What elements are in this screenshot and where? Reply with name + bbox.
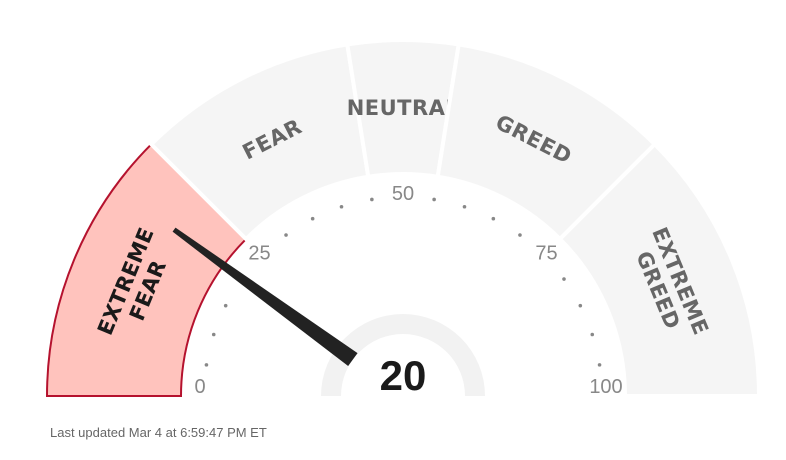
tick-dot <box>562 277 566 281</box>
last-updated-text: Last updated Mar 4 at 6:59:47 PM ET <box>50 425 267 440</box>
tick-dot <box>204 363 209 367</box>
tick-dot <box>211 332 216 337</box>
tick-dot <box>339 204 344 209</box>
tick-dot <box>284 233 288 237</box>
tick-dot <box>370 197 374 202</box>
tick-label: 25 <box>248 242 270 264</box>
tick-label: 100 <box>589 376 622 398</box>
tick-dot <box>491 216 496 221</box>
gauge-value: 20 <box>380 352 427 399</box>
tick-dot <box>590 332 595 337</box>
tick-label: 75 <box>535 242 557 264</box>
tick-dot <box>518 233 522 237</box>
tick-dot <box>432 197 436 202</box>
tick-dot <box>578 303 583 308</box>
tick-dot <box>223 303 228 308</box>
segment-label: NEUTRAL <box>347 96 460 120</box>
gauge-needle <box>172 227 358 367</box>
gauge-segment <box>557 141 762 398</box>
tick-label: 50 <box>392 183 414 205</box>
tick-dot <box>310 216 315 221</box>
tick-label: 0 <box>194 376 205 398</box>
tick-dot <box>462 204 467 209</box>
tick-dot <box>597 363 602 367</box>
hub-center <box>341 334 465 396</box>
